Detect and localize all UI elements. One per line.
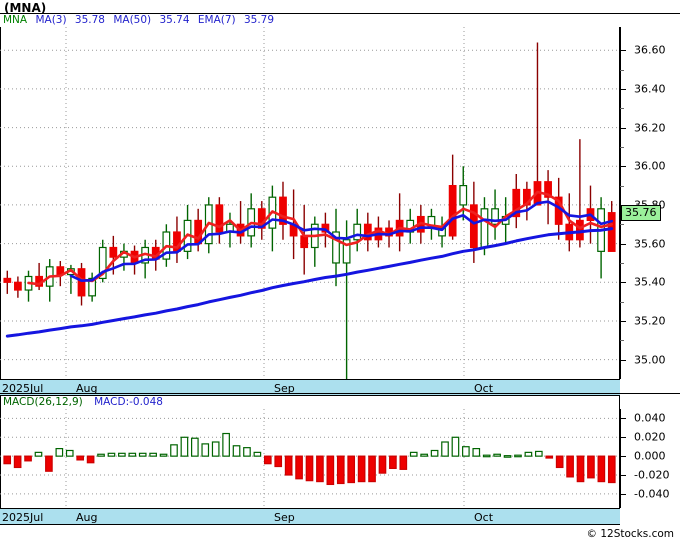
macd-tick	[620, 437, 626, 439]
plot-left-border	[0, 27, 1, 508]
price-tick	[620, 127, 626, 129]
date-label-bottom: 2025Jul	[2, 511, 44, 524]
price-minor-tick	[620, 146, 624, 148]
macd-tick-label: 0.000	[634, 449, 666, 463]
date-label-bottom: Sep	[274, 511, 295, 524]
price-minor-tick	[620, 224, 624, 226]
price-tick-label: 36.40	[634, 82, 666, 96]
macd-tick	[620, 475, 626, 476]
legend-ema7-value: 35.79	[243, 14, 275, 26]
price-chart-panel	[0, 27, 620, 379]
macd-tick	[620, 493, 626, 495]
macd-tick-label: -0.020	[634, 468, 670, 482]
copyright-label: © 12Stocks.com	[586, 528, 675, 540]
legend-symbol: MNA	[3, 14, 28, 26]
price-tick-label: 36.60	[634, 43, 666, 57]
macd-value-label: MACD:-0.048	[94, 396, 163, 408]
price-tick-label: 36.00	[634, 159, 666, 173]
price-minor-tick	[620, 108, 624, 110]
macd-tick-label: 0.040	[634, 411, 666, 425]
date-label-top: Sep	[274, 382, 295, 395]
macd-tick	[620, 456, 626, 458]
macd-tick	[620, 418, 626, 420]
last-price-tag: 35.76	[621, 204, 661, 221]
macd-axis-rule	[620, 409, 621, 508]
date-label-top: 2025Jul	[2, 382, 44, 395]
price-tick-label: 35.60	[634, 237, 666, 251]
legend-ma3-label: MA(3)	[35, 14, 67, 26]
price-tick	[620, 243, 626, 245]
legend-ma50-label: MA(50)	[113, 14, 152, 26]
macd-chart-panel	[0, 409, 620, 508]
macd-indicator-label: MACD(26,12,9)	[3, 396, 83, 408]
legend-ma50-value: 35.74	[159, 14, 190, 26]
price-minor-tick	[620, 185, 624, 187]
price-tick-label: 35.20	[634, 314, 666, 328]
price-legend: MNA MA(3) 35.78 MA(50) 35.74 EMA(7) 35.7…	[3, 14, 279, 26]
date-label-bottom: Aug	[76, 511, 98, 524]
legend-ma3-value: 35.78	[74, 14, 105, 26]
macd-legend: MACD(26,12,9) MACD:-0.048	[3, 396, 163, 408]
macd-chart-svg	[0, 409, 620, 508]
date-label-bottom: Oct	[474, 511, 494, 524]
macd-tick-label: -0.040	[634, 487, 670, 501]
header-divider	[0, 13, 680, 14]
price-minor-tick	[620, 262, 624, 264]
price-minor-tick	[620, 69, 624, 71]
page-title: (MNA)	[4, 1, 47, 15]
date-axis-top: 2025Jul Aug Sep Oct	[0, 379, 620, 396]
date-axis-bottom: 2025Jul Aug Sep Oct	[0, 508, 620, 525]
macd-divider	[0, 393, 680, 394]
price-minor-tick	[620, 340, 624, 342]
date-label-top: Oct	[474, 382, 494, 395]
date-label-top: Aug	[76, 382, 98, 395]
macd-tick-label: 0.020	[634, 430, 666, 444]
price-tick-label: 35.00	[634, 353, 666, 367]
price-tick	[620, 282, 626, 284]
price-tick	[620, 166, 626, 168]
price-tick	[620, 88, 626, 90]
price-chart-svg	[0, 27, 620, 379]
price-tick-label: 35.40	[634, 275, 666, 289]
price-tick	[620, 50, 626, 52]
legend-ema7-label: EMA(7)	[197, 14, 236, 26]
price-axis-rule	[620, 27, 621, 379]
plot-right-border	[619, 27, 620, 508]
macd-y-axis: 0.040 0.020 0.000 -0.020 -0.040	[620, 409, 680, 508]
price-tick	[620, 320, 626, 322]
price-y-axis: 36.6036.4036.2036.0035.8035.6035.4035.20…	[620, 27, 680, 379]
price-tick	[620, 359, 626, 361]
price-tick-label: 36.20	[634, 121, 666, 135]
price-minor-tick	[620, 301, 624, 303]
